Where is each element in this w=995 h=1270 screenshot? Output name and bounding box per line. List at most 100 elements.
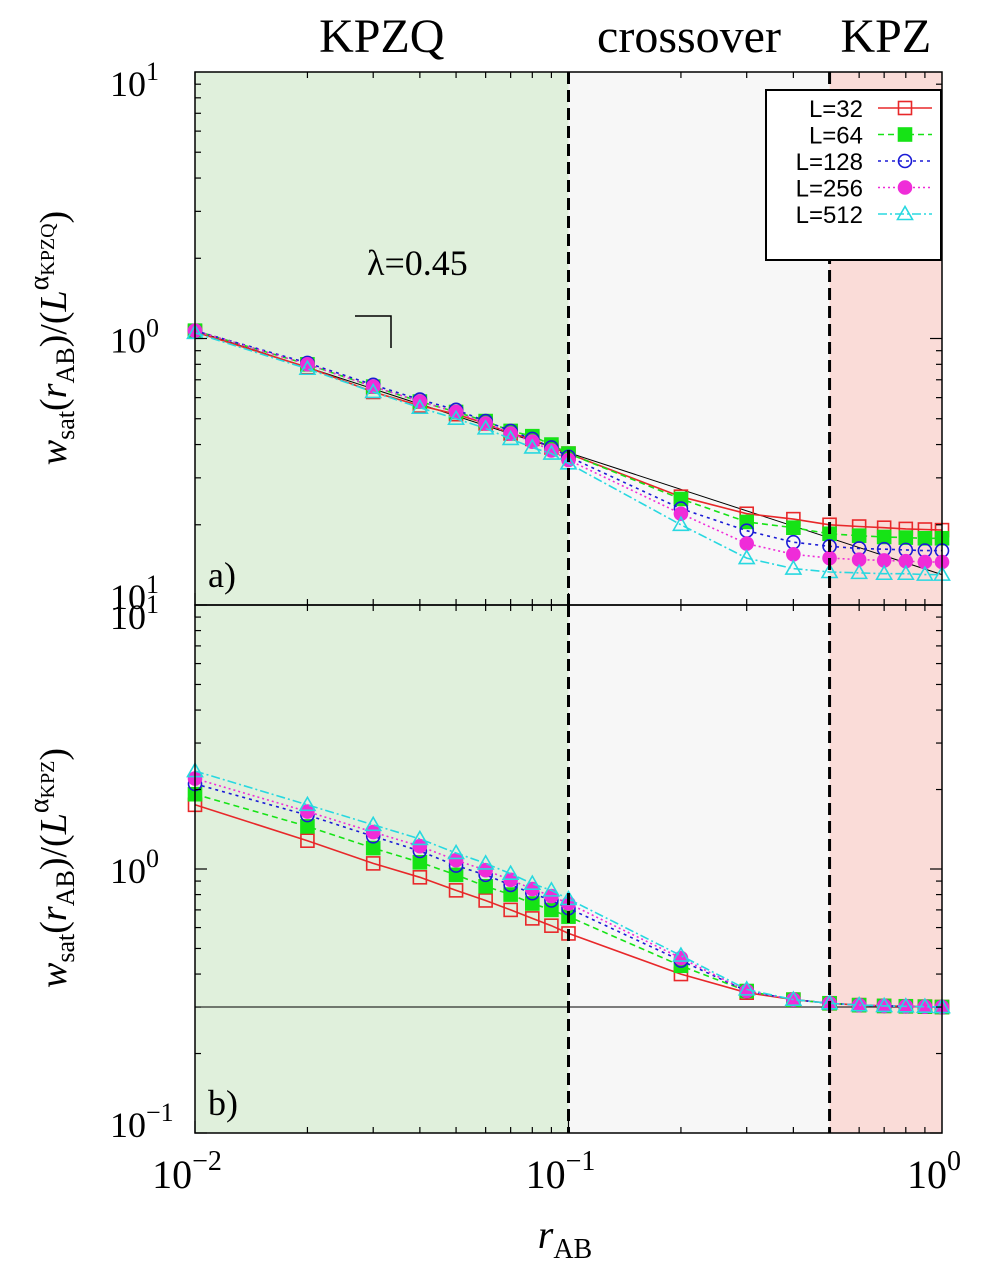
data-point: [410, 829, 429, 846]
data-point: [850, 563, 869, 580]
region-backgrounds-b: [195, 605, 942, 1133]
data-point: [300, 819, 315, 834]
data-point: [300, 804, 315, 819]
data-point: [478, 878, 493, 894]
data-point: [672, 515, 690, 532]
data-point: [875, 564, 894, 581]
data-point: [365, 856, 381, 871]
y-axis-label: wsat(rAB)/(LαKPZQ): [24, 211, 80, 465]
data-point: [851, 528, 867, 543]
legend-box: [765, 89, 942, 261]
legend-label: L=32: [809, 96, 863, 123]
data-point: [737, 548, 756, 565]
y-tick-base: 10: [110, 577, 146, 617]
y-axis-label-part: (: [33, 398, 75, 411]
data-point: [501, 429, 520, 446]
y-axis-label-part: )/(: [33, 312, 75, 348]
legend-label: L=512: [796, 202, 863, 229]
data-point: [544, 918, 559, 933]
data-point: [542, 444, 561, 460]
y-axis-label-part: α: [24, 798, 55, 813]
slope-label: λ=0.45: [367, 243, 468, 283]
y-axis-label-part: w: [33, 439, 75, 465]
y-axis-label-part: AB: [51, 347, 80, 383]
y-axis-label-part: ): [33, 748, 75, 761]
y-tick-label: 101: [110, 570, 159, 617]
data-point: [784, 990, 803, 1006]
data-point: [412, 855, 428, 870]
data-point: [896, 997, 915, 1013]
y-axis-label-part: sat: [51, 410, 80, 440]
data-point: [916, 997, 934, 1013]
x-axis-label-main: r: [538, 1212, 554, 1257]
x-tick-label: 10−2: [152, 1146, 222, 1197]
y-tick-exponent: 1: [146, 57, 159, 86]
series-line: [194, 332, 942, 576]
y-tick-label: 100: [110, 314, 159, 361]
x-tick-exponent: −2: [192, 1146, 222, 1177]
y-tick-exponent: 0: [146, 844, 159, 873]
region-labels: KPZQ crossover KPZ: [319, 10, 931, 63]
data-point: [448, 852, 464, 868]
data-point: [786, 520, 801, 536]
y-tick-label: 100: [110, 844, 159, 891]
data-point: [410, 398, 429, 414]
y-axis-label-part: r: [33, 383, 75, 398]
data-point: [365, 840, 381, 856]
y-axis-label-part: AB: [51, 870, 80, 906]
data-point: [542, 881, 561, 897]
x-axis-label: rAB: [538, 1212, 592, 1265]
data-point: [448, 883, 464, 898]
data-point: [898, 530, 914, 545]
data-point: [850, 996, 869, 1012]
region-background: [568, 605, 830, 1133]
data-point: [737, 980, 756, 996]
data-point: [476, 419, 495, 435]
data-point: [298, 359, 317, 376]
y-axis-label-part: sat: [51, 933, 80, 963]
legend-marker: [897, 180, 913, 195]
region-background: [195, 72, 569, 605]
legend-label: L=128: [796, 149, 863, 176]
y-tick-exponent: 0: [146, 314, 159, 343]
y-tick-base: 10: [110, 597, 146, 637]
data-point: [447, 409, 465, 426]
x-tick-exponent: −1: [566, 1146, 596, 1177]
legend-marker: [896, 204, 914, 221]
legend-label: L=64: [809, 123, 863, 150]
region-background: [195, 605, 569, 1133]
y-tick-base: 10: [110, 851, 146, 891]
data-point: [786, 546, 801, 562]
data-point: [875, 996, 894, 1013]
data-point: [478, 893, 493, 908]
data-point: [672, 946, 690, 962]
x-tick-base: 10: [152, 1152, 192, 1197]
data-point: [876, 529, 892, 545]
legend-marker: [897, 100, 913, 116]
data-point: [298, 795, 317, 812]
y-axis-label-part: KPZ: [37, 761, 59, 799]
region-label-kpzq: KPZQ: [319, 10, 444, 63]
x-tick-exponent: 0: [947, 1146, 961, 1177]
y-tick-exponent: 1: [146, 570, 159, 599]
region-label-kpz: KPZ: [840, 10, 931, 63]
region-label-crossover: crossover: [597, 10, 781, 63]
data-point: [412, 838, 428, 854]
y-axis-label-part: )/(: [33, 834, 75, 870]
data-point: [784, 559, 803, 575]
y-axis-label-part: L: [33, 290, 75, 312]
data-point: [739, 536, 755, 551]
y-axis-label-part: ): [33, 211, 75, 224]
legend-label: L=256: [796, 176, 863, 203]
data-point: [917, 530, 933, 546]
data-point: [916, 565, 934, 581]
data-point: [525, 434, 540, 449]
y-axis-label: wsat(rAB)/(LαKPZ): [24, 748, 80, 988]
y-tick-label: 10−1: [110, 1098, 174, 1145]
y-axis-label-part: w: [33, 962, 75, 988]
slope-triangle-icon: [355, 315, 392, 348]
data-point: [300, 833, 315, 848]
